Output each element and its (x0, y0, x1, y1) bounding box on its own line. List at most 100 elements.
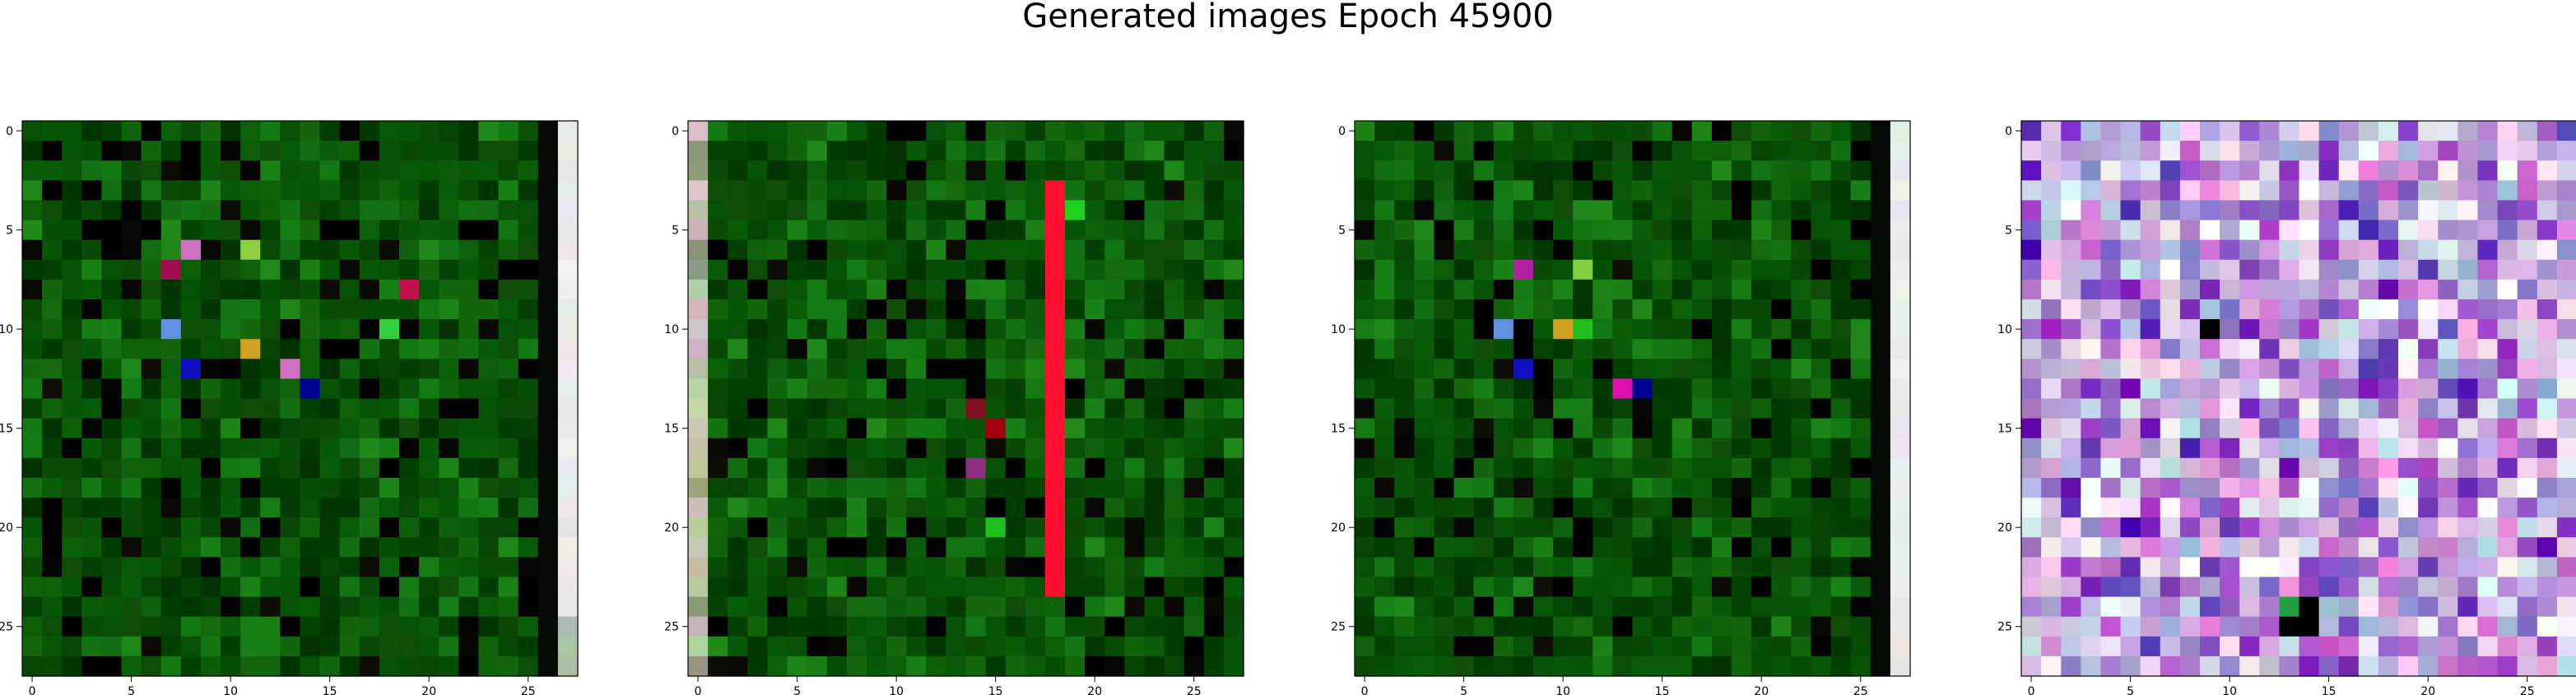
pixel (478, 259, 500, 280)
pixel (1691, 279, 1713, 300)
pixel (2239, 180, 2260, 202)
pixel (2418, 517, 2439, 538)
pixel (2338, 418, 2360, 439)
pixel (1532, 577, 1554, 598)
pixel (906, 577, 927, 598)
pixel (1513, 339, 1534, 359)
pixel (1223, 279, 1244, 300)
pixel (2338, 517, 2360, 538)
pixel (2021, 457, 2042, 479)
pixel (101, 438, 123, 459)
pixel (200, 457, 221, 479)
pixel (1890, 457, 1911, 479)
pixel (728, 160, 748, 181)
pixel (787, 498, 808, 518)
pixel (2061, 220, 2081, 241)
pixel (2338, 319, 2360, 340)
pixel (826, 636, 848, 657)
pixel (767, 636, 788, 657)
pixel (2497, 160, 2518, 181)
pixel (926, 200, 946, 221)
pixel (1791, 517, 1812, 538)
pixel (141, 359, 162, 379)
pixel (1434, 596, 1455, 618)
pixel (537, 477, 559, 498)
pixel (240, 537, 261, 558)
pixel (1890, 577, 1911, 598)
pixel (240, 498, 261, 518)
x-tick-label: 25 (2520, 685, 2535, 695)
pixel (1632, 398, 1653, 419)
pixel (1593, 636, 1613, 657)
pixel (537, 239, 559, 261)
pixel (2140, 537, 2161, 558)
pixel (2497, 438, 2518, 459)
pixel (319, 239, 341, 261)
pixel (708, 239, 728, 261)
pixel (2536, 359, 2558, 379)
x-tick-label: 0 (695, 685, 702, 695)
pixel (280, 239, 301, 261)
pixel (537, 359, 559, 379)
pixel (419, 557, 439, 578)
pixel (2021, 537, 2042, 558)
pixel (1593, 180, 1613, 202)
pixel (2021, 220, 2042, 241)
pixel (2160, 537, 2181, 558)
pixel (2259, 200, 2280, 221)
pixel (787, 616, 808, 637)
pixel (926, 239, 946, 261)
pixel (498, 517, 519, 538)
pixel (419, 239, 439, 261)
pixel (2457, 616, 2479, 637)
pixel (688, 121, 709, 141)
pixel (180, 457, 202, 479)
pixel (81, 438, 103, 459)
pixel (2457, 121, 2479, 141)
pixel (81, 517, 103, 538)
pixel (359, 299, 380, 320)
pixel (221, 656, 241, 677)
pixel (240, 339, 261, 359)
pixel (807, 359, 828, 379)
pixel (537, 577, 559, 598)
pixel (1085, 121, 1105, 141)
pixel (1183, 616, 1205, 637)
pixel (1104, 596, 1125, 618)
pixel (1085, 160, 1105, 181)
pixel (946, 498, 967, 518)
pixel (1672, 220, 1693, 241)
x-tick-label: 10 (223, 685, 238, 695)
pixel (1691, 319, 1713, 340)
pixel (141, 498, 162, 518)
pixel (2457, 359, 2479, 379)
pixel (767, 220, 788, 241)
pixel (1513, 359, 1534, 379)
pixel (2160, 121, 2181, 141)
pixel (965, 596, 987, 618)
pixel (1164, 259, 1185, 280)
pixel (439, 438, 459, 459)
pixel (518, 160, 539, 181)
pixel (2160, 339, 2181, 359)
pixel (2220, 656, 2240, 677)
pixel (141, 517, 162, 538)
pixel (1164, 180, 1185, 202)
pixel (2378, 141, 2399, 161)
pixel (1394, 457, 1415, 479)
pixel (2239, 299, 2260, 320)
pixel (1005, 596, 1026, 618)
pixel (180, 239, 202, 261)
pixel (747, 457, 769, 479)
pixel (2021, 319, 2042, 340)
x-tick-label: 10 (889, 685, 904, 695)
pixel (787, 259, 808, 280)
pixel (1830, 378, 1852, 400)
pixel (807, 656, 828, 677)
pixel (498, 457, 519, 479)
pixel (1830, 339, 1852, 359)
pixel (498, 339, 519, 359)
pixel (1771, 596, 1792, 618)
pixel (1691, 200, 1713, 221)
